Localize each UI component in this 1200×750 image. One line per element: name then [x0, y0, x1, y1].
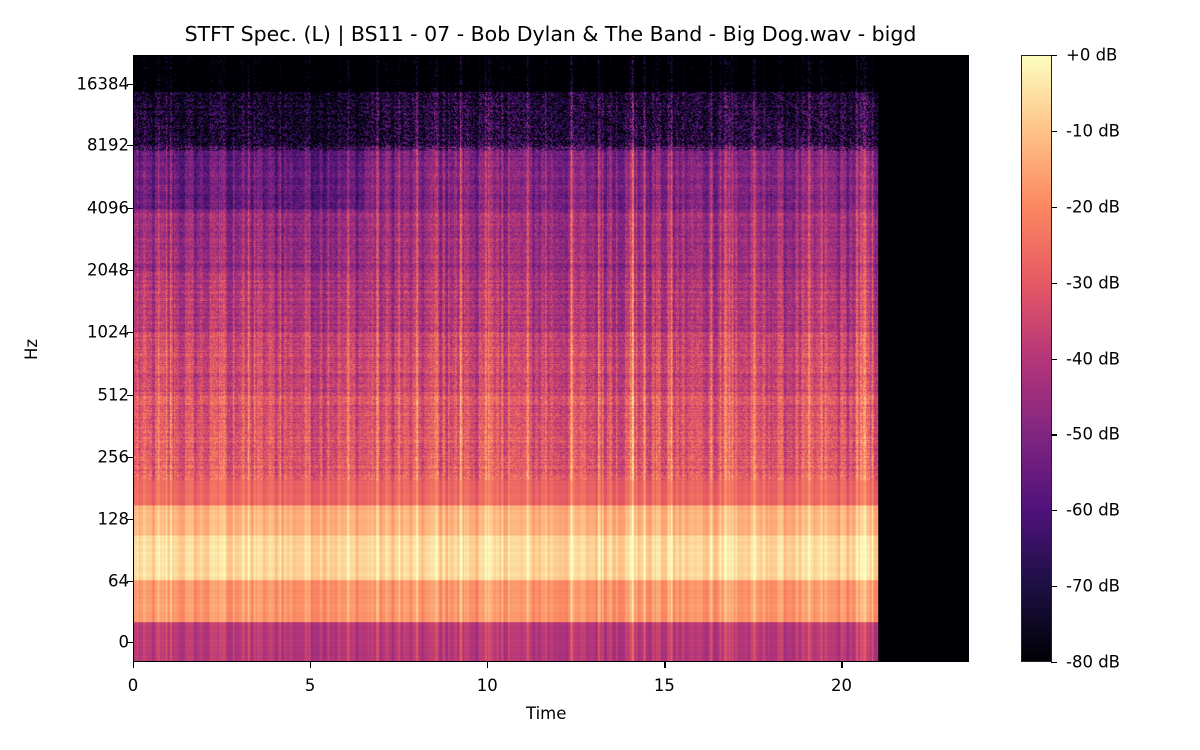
- y-tick-label: 16384: [76, 74, 130, 94]
- spectrogram-plot-area: [133, 55, 969, 662]
- y-tick-label: 64: [108, 571, 129, 591]
- colorbar-tick-label: -60 dB: [1066, 500, 1120, 520]
- x-tick-label: 10: [476, 676, 498, 695]
- y-tick-label: 1024: [87, 322, 129, 342]
- colorbar-tick-label: -20 dB: [1066, 197, 1120, 217]
- x-tick-label: 0: [127, 676, 139, 695]
- y-axis-label: Hz: [22, 338, 41, 360]
- y-tick-mark: [127, 332, 133, 334]
- y-tick-label: 128: [97, 509, 130, 529]
- colorbar: [1021, 55, 1052, 662]
- y-tick-label: 256: [97, 447, 130, 467]
- colorbar-tick-label: -50 dB: [1066, 424, 1120, 444]
- colorbar-tick-mark: [1051, 55, 1057, 57]
- y-tick-label: 4096: [87, 198, 129, 218]
- x-tick-mark: [310, 662, 312, 668]
- colorbar-tick-label: +0 dB: [1066, 45, 1118, 65]
- y-tick-mark: [127, 84, 133, 86]
- x-axis-label: Time: [526, 704, 567, 723]
- x-tick-mark: [841, 662, 843, 668]
- y-tick-mark: [127, 642, 133, 644]
- spectrogram-image: [134, 56, 968, 661]
- colorbar-tick-mark: [1051, 358, 1057, 360]
- colorbar-tick-mark: [1051, 434, 1057, 436]
- x-tick-label: 15: [653, 676, 675, 695]
- x-tick-label: 5: [304, 676, 316, 695]
- colorbar-tick-label: -40 dB: [1066, 349, 1120, 368]
- y-tick-mark: [127, 519, 133, 521]
- colorbar-tick-mark: [1051, 130, 1057, 133]
- colorbar-tick-label: -80 dB: [1066, 652, 1120, 672]
- y-tick-label: 0: [118, 632, 130, 652]
- y-tick-mark: [127, 457, 133, 459]
- colorbar-tick-label: -30 dB: [1066, 273, 1120, 293]
- x-tick-mark: [664, 662, 666, 668]
- x-tick-mark: [487, 662, 489, 668]
- y-tick-mark: [127, 145, 133, 147]
- y-tick-mark: [127, 208, 133, 210]
- y-tick-label: 512: [97, 385, 130, 405]
- y-tick-mark: [127, 395, 133, 397]
- colorbar-tick-label: -10 dB: [1066, 121, 1120, 141]
- x-tick-label: 20: [830, 676, 852, 695]
- y-tick-mark: [127, 581, 133, 583]
- x-tick-mark: [133, 662, 135, 668]
- colorbar-tick-mark: [1051, 282, 1057, 284]
- colorbar-tick-mark: [1051, 586, 1057, 588]
- y-tick-label: 8192: [87, 135, 129, 155]
- y-tick-label: 2048: [87, 260, 129, 280]
- colorbar-tick-mark: [1051, 510, 1057, 512]
- colorbar-tick-mark: [1051, 206, 1057, 208]
- y-tick-mark: [127, 270, 133, 272]
- colorbar-tick-label: -70 dB: [1066, 576, 1120, 596]
- colorbar-tick-mark: [1051, 662, 1057, 664]
- chart-title: STFT Spec. (L) | BS11 - 07 - Bob Dylan &…: [184, 22, 917, 46]
